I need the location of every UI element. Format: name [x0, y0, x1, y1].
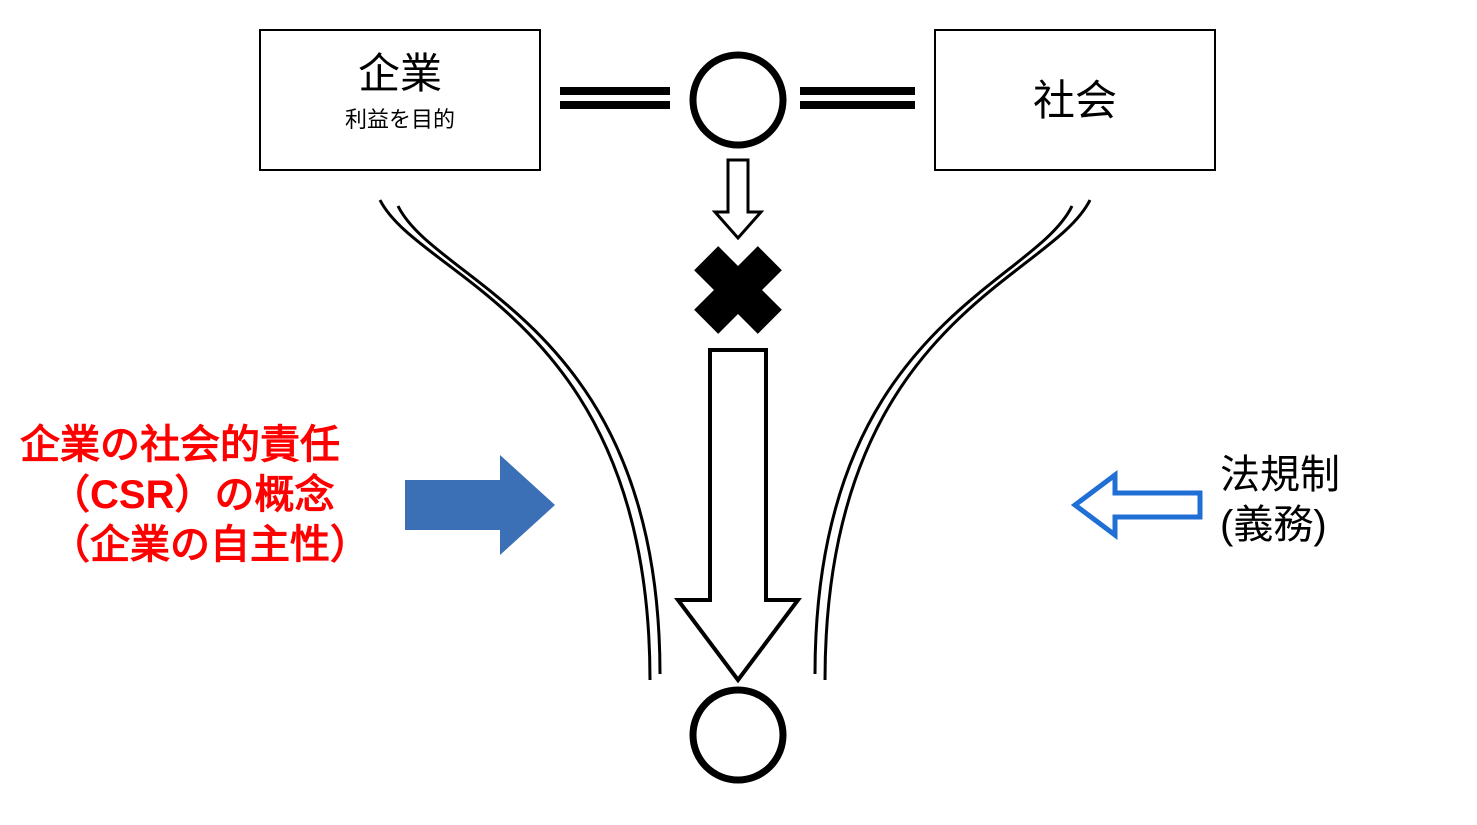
- funnel-right-outer: [825, 200, 1090, 680]
- right-label-line1: 法規制: [1220, 450, 1340, 500]
- arrow-down-small-icon: [715, 160, 761, 238]
- arrow-down-large-icon: [678, 350, 798, 680]
- circle-icon: [693, 55, 783, 145]
- arrow-right-solid-icon: [405, 455, 555, 555]
- diagram-svg: [0, 0, 1477, 825]
- funnel-left-inner: [398, 206, 660, 674]
- left-label-line1: 企業の社会的責任: [20, 420, 340, 470]
- funnel-left-outer: [380, 200, 650, 680]
- diagram-stage: 企業 利益を目的 社会 企業の社会的責任 （CSR）の概念 （企業の自主性） 法…: [0, 0, 1477, 825]
- box-company-subtitle: 利益を目的: [345, 106, 455, 134]
- circle-icon: [693, 690, 783, 780]
- arrow-left-outline-icon: [1075, 475, 1200, 535]
- box-society-title: 社会: [1033, 75, 1117, 128]
- left-label-line2: （CSR）の概念: [50, 470, 334, 520]
- box-company-title: 企業: [358, 48, 442, 101]
- cross-icon: [674, 226, 801, 353]
- left-label-line3: （企業の自主性）: [50, 520, 370, 570]
- funnel-right-inner: [815, 206, 1072, 674]
- right-label-line2: (義務): [1220, 500, 1327, 550]
